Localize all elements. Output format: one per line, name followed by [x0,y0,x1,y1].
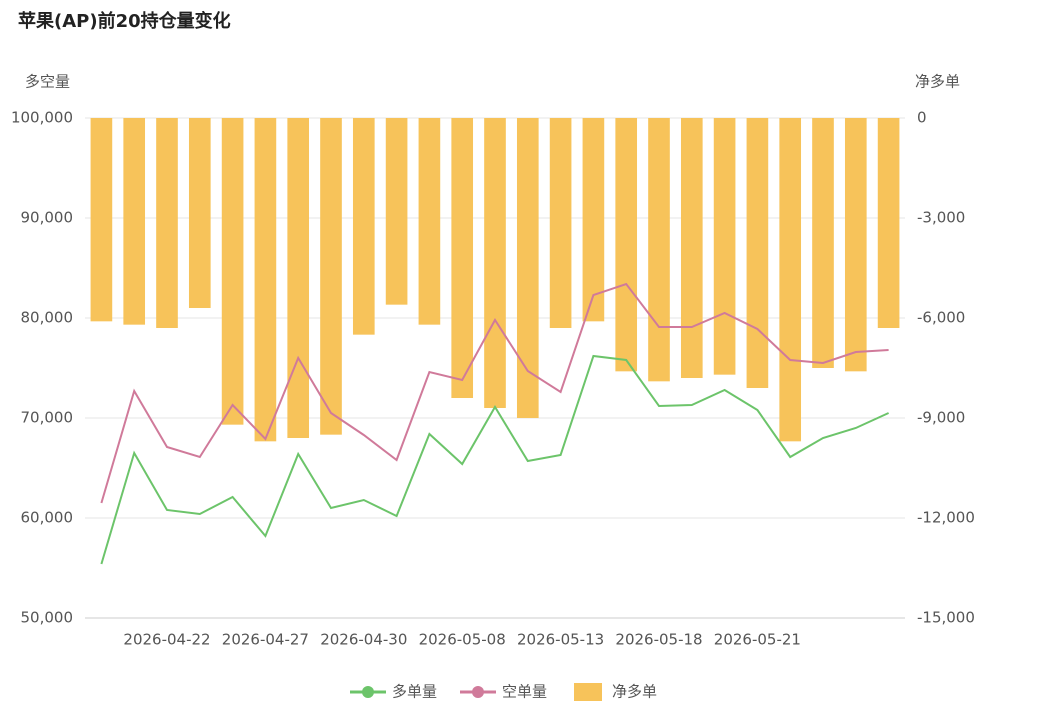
bar [418,118,441,325]
x-tick-label: 2026-04-22 [123,631,210,649]
bar [320,118,342,435]
x-tick-label: 2026-05-18 [615,631,702,649]
y2ticks-label: -6,000 [917,309,965,327]
bar [844,118,867,372]
yticks-label: 70,000 [21,409,74,427]
bar [779,118,802,442]
bar [451,118,474,398]
bar [746,118,769,388]
yticks-label: 80,000 [21,309,74,327]
bar [188,118,211,308]
y2ticks-label: 0 [917,109,927,127]
line [100,282,889,504]
legend-label: 空单量 [502,683,547,701]
legend-marker [472,686,484,698]
yticks-label: 100,000 [11,109,73,127]
legend-marker [362,686,374,698]
yticks-label: 50,000 [21,609,74,627]
x-tick-label: 2026-05-21 [714,631,801,649]
bar [615,118,638,372]
bar [549,118,572,328]
bar [221,118,244,425]
bar [877,118,900,328]
y-axis-title: 多空量 [25,73,70,91]
bar [713,118,736,375]
legend-label: 净多单 [612,683,657,701]
line [100,354,890,565]
x-tick-label: 2026-05-13 [517,631,604,649]
bar [90,118,113,322]
bar [484,118,506,408]
y2ticks-label: -3,000 [917,209,965,227]
bar [287,118,310,438]
bar [516,118,539,418]
x-tick-label: 2026-04-27 [222,631,309,649]
yticks-label: 90,000 [21,209,74,227]
bar [812,118,834,368]
yticks-label: 60,000 [21,509,74,527]
bar [352,118,375,335]
bar [648,118,670,382]
x-tick-label: 2026-05-08 [419,631,506,649]
bar [582,118,605,322]
bar [680,118,703,378]
y2ticks-label: -9,000 [917,409,965,427]
bar [385,118,408,305]
bar [254,118,277,442]
y2-axis-title: 净多单 [915,73,960,91]
legend-label: 多单量 [392,683,437,701]
bar [123,118,146,325]
y2ticks-label: -15,000 [917,609,975,627]
chart-title: 苹果(AP)前20持仓量变化 [18,10,231,32]
y2ticks-label: -12,000 [917,509,975,527]
x-tick-label: 2026-04-30 [320,631,407,649]
legend-swatch [574,683,602,701]
bar [156,118,178,328]
